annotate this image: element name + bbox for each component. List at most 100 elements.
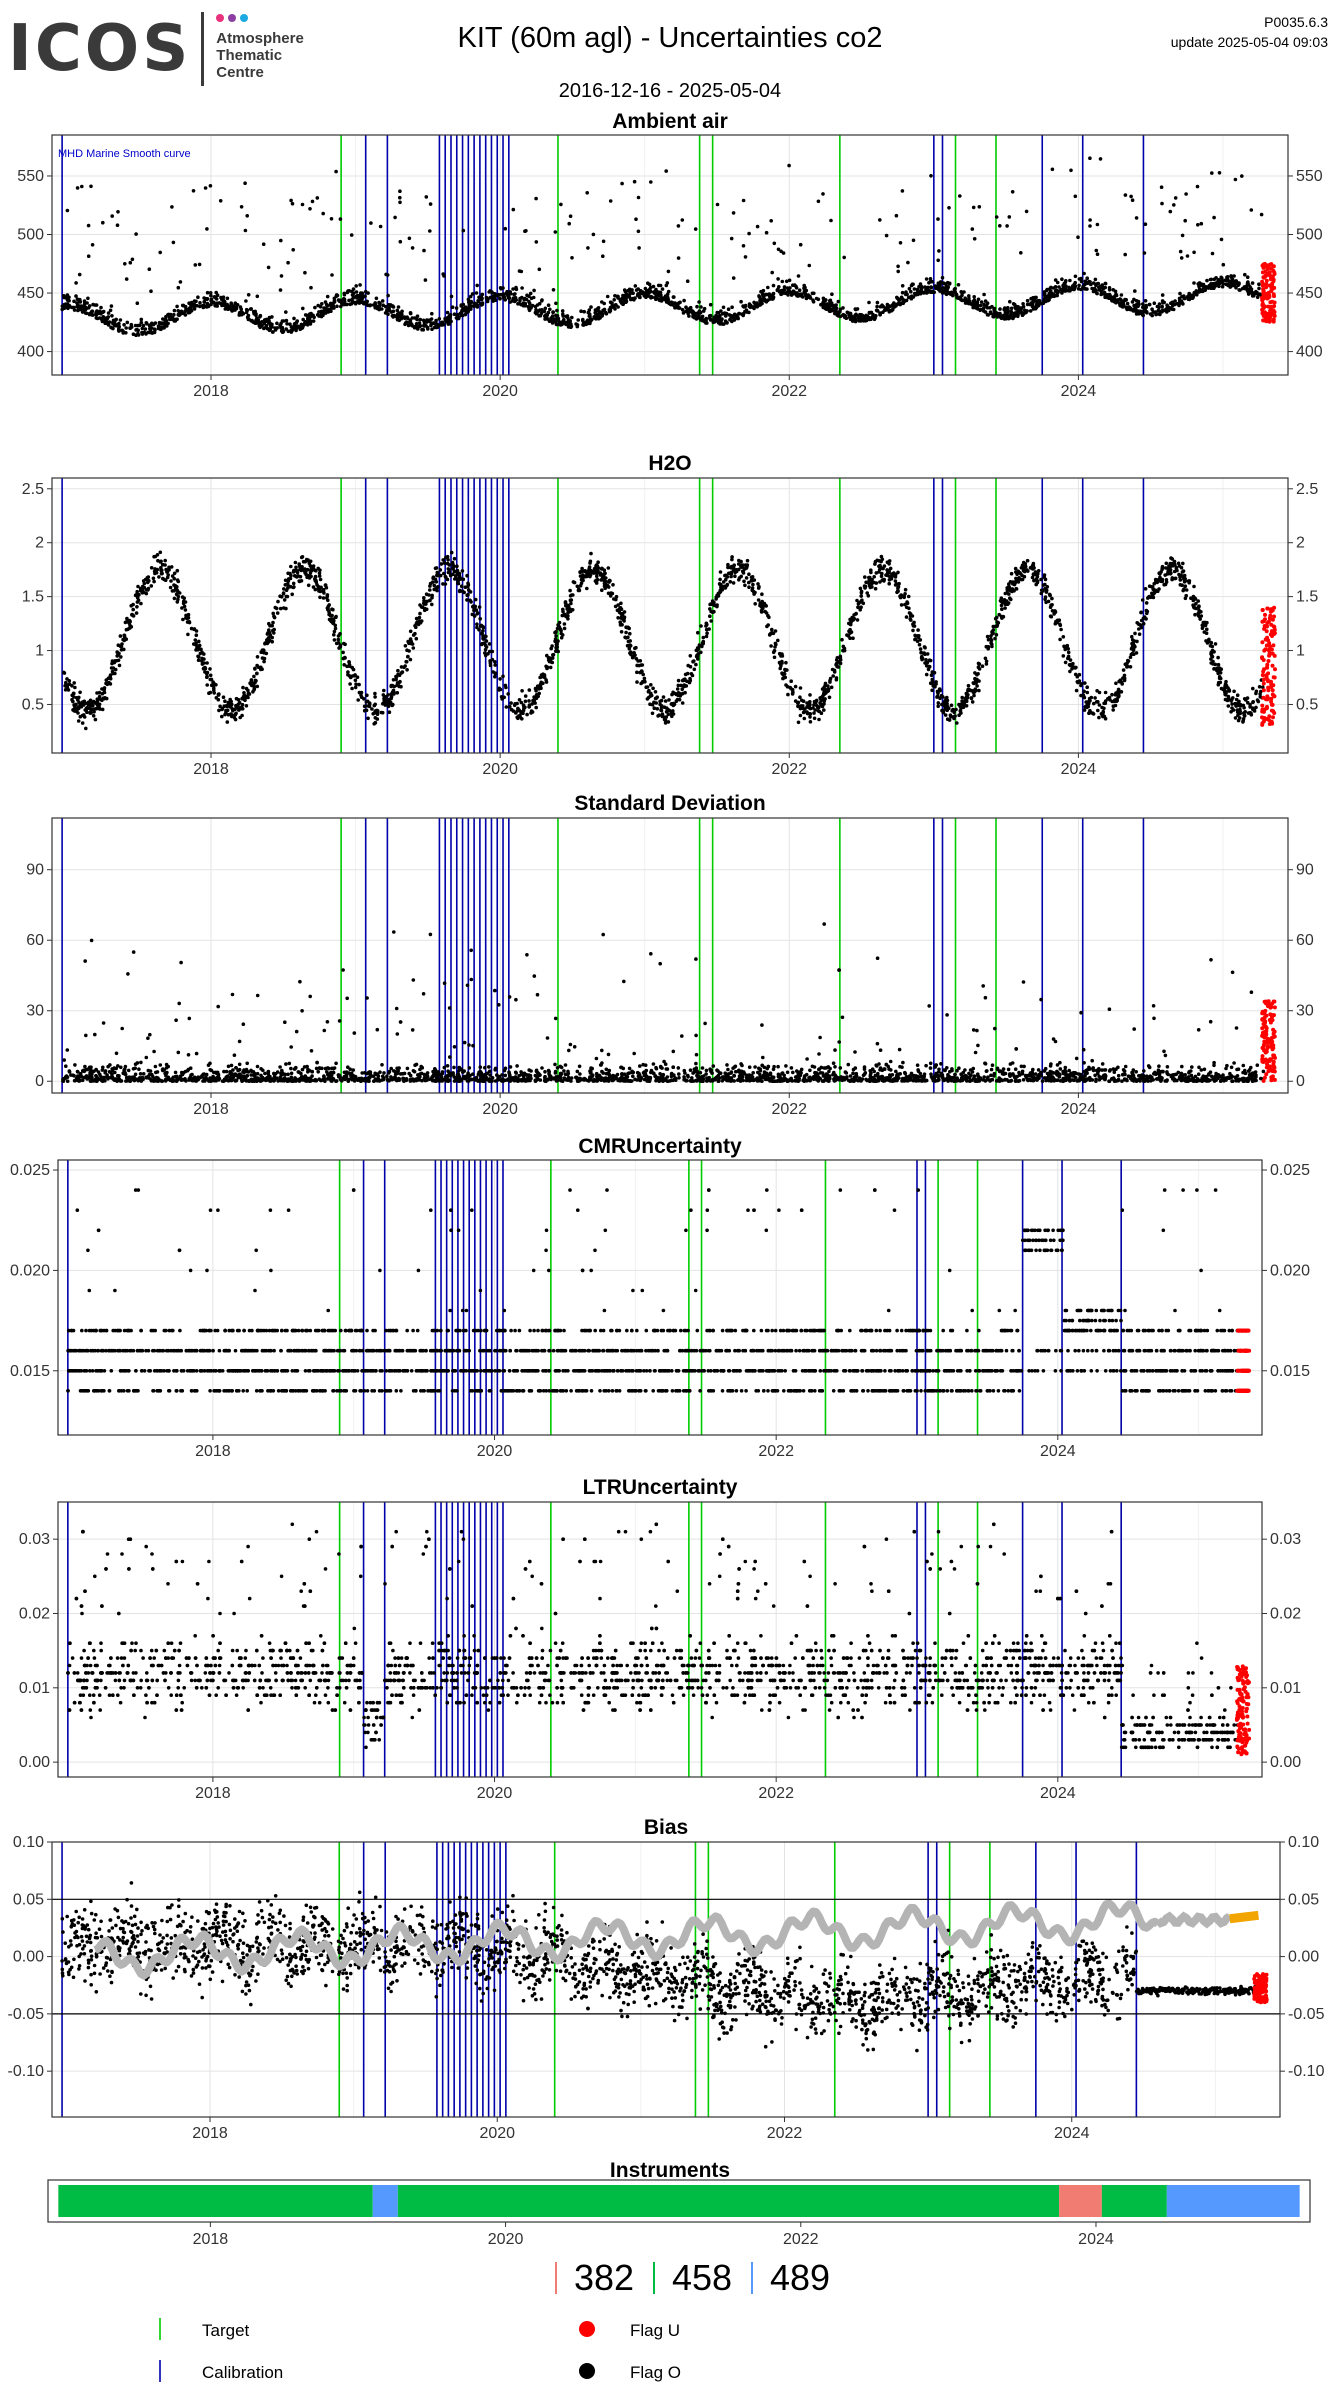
data-point: [345, 290, 350, 295]
data-point: [1210, 251, 1215, 256]
data-point: [685, 671, 690, 676]
data-point: [789, 679, 793, 683]
data-point: [252, 674, 256, 679]
data-point: [780, 279, 785, 284]
data-point: [842, 255, 846, 260]
data-point: [421, 328, 426, 332]
data-point: [973, 687, 978, 691]
data-point: [1160, 310, 1164, 314]
data-point: [115, 654, 119, 658]
data-point: [936, 258, 940, 263]
data-point: [1093, 696, 1097, 700]
data-point: [757, 584, 761, 589]
data-point: [561, 318, 566, 323]
data-point: [1160, 304, 1164, 309]
data-point: [589, 551, 593, 556]
data-point: [278, 288, 283, 292]
data-point: [84, 311, 89, 316]
data-point: [982, 302, 986, 307]
data-point: [466, 307, 471, 311]
data-point: [653, 289, 657, 294]
data-point: [345, 302, 349, 307]
data-point: [197, 639, 201, 644]
flag-o-points: [60, 156, 1264, 338]
data-point: [164, 318, 169, 323]
icos-logo: ICOS Atmosphere Thematic Centre: [8, 12, 304, 86]
data-point: [380, 710, 385, 715]
data-point: [124, 326, 128, 330]
data-point: [118, 634, 123, 638]
data-point: [187, 301, 191, 306]
data-point: [718, 322, 722, 326]
data-point: [677, 697, 682, 702]
data-point: [408, 318, 412, 322]
data-point: [640, 290, 645, 294]
data-point: [94, 303, 99, 307]
data-point: [1057, 289, 1061, 293]
data-point: [1084, 700, 1088, 704]
data-point: [725, 321, 729, 325]
data-point: [1182, 587, 1186, 591]
data-point: [434, 318, 438, 323]
data-point: [1077, 277, 1082, 281]
data-point: [119, 655, 123, 659]
data-point: [414, 616, 419, 621]
data-point: [1035, 303, 1039, 308]
data-point: [265, 632, 270, 636]
data-point: [1142, 251, 1147, 255]
data-point: [638, 295, 642, 300]
data-point: [64, 302, 68, 306]
data-point: [848, 314, 852, 318]
data-point: [747, 572, 751, 576]
data-point: [270, 315, 274, 319]
data-point: [480, 301, 485, 305]
data-point: [1171, 307, 1176, 312]
data-point: [290, 325, 295, 329]
data-point: [217, 301, 222, 305]
data-point: [525, 712, 529, 717]
data-point: [565, 603, 570, 608]
data-point: [731, 211, 736, 215]
data-point: [493, 298, 498, 303]
data-point: [369, 221, 373, 225]
data-point: [676, 256, 681, 260]
data-point: [131, 607, 135, 612]
data-point: [268, 322, 272, 326]
data-point: [1088, 156, 1092, 160]
data-point: [1167, 564, 1171, 568]
data-point: [699, 624, 703, 628]
data-point: [508, 704, 512, 709]
data-point: [634, 288, 639, 292]
data-point: [321, 587, 326, 592]
data-point: [1025, 298, 1030, 303]
data-point: [936, 217, 940, 221]
data-point: [880, 303, 884, 308]
logo-wordmark: ICOS: [8, 12, 192, 86]
data-point: [796, 720, 801, 725]
data-point: [187, 620, 192, 624]
data-point: [134, 328, 138, 332]
page-title: KIT (60m agl) - Uncertainties co2: [457, 22, 883, 54]
data-point: [1097, 285, 1101, 290]
data-point: [193, 263, 198, 267]
data-point: [1204, 631, 1209, 635]
data-point: [694, 648, 699, 653]
data-point: [945, 290, 949, 294]
data-point: [1177, 296, 1182, 301]
data-point-flag-u: [1267, 319, 1272, 324]
data-point: [312, 315, 316, 320]
data-point: [422, 248, 426, 253]
data-point: [1147, 302, 1152, 307]
data-point: [652, 706, 657, 710]
data-point: [808, 294, 812, 299]
data-point: [225, 296, 230, 301]
data-point: [357, 682, 361, 687]
data-point: [241, 685, 245, 690]
data-point: [332, 300, 337, 304]
data-point: [817, 717, 821, 722]
data-point: [1227, 689, 1232, 693]
data-point: [1163, 573, 1167, 577]
data-point: [1181, 561, 1185, 566]
data-point: [621, 302, 625, 307]
data-point: [973, 676, 977, 681]
